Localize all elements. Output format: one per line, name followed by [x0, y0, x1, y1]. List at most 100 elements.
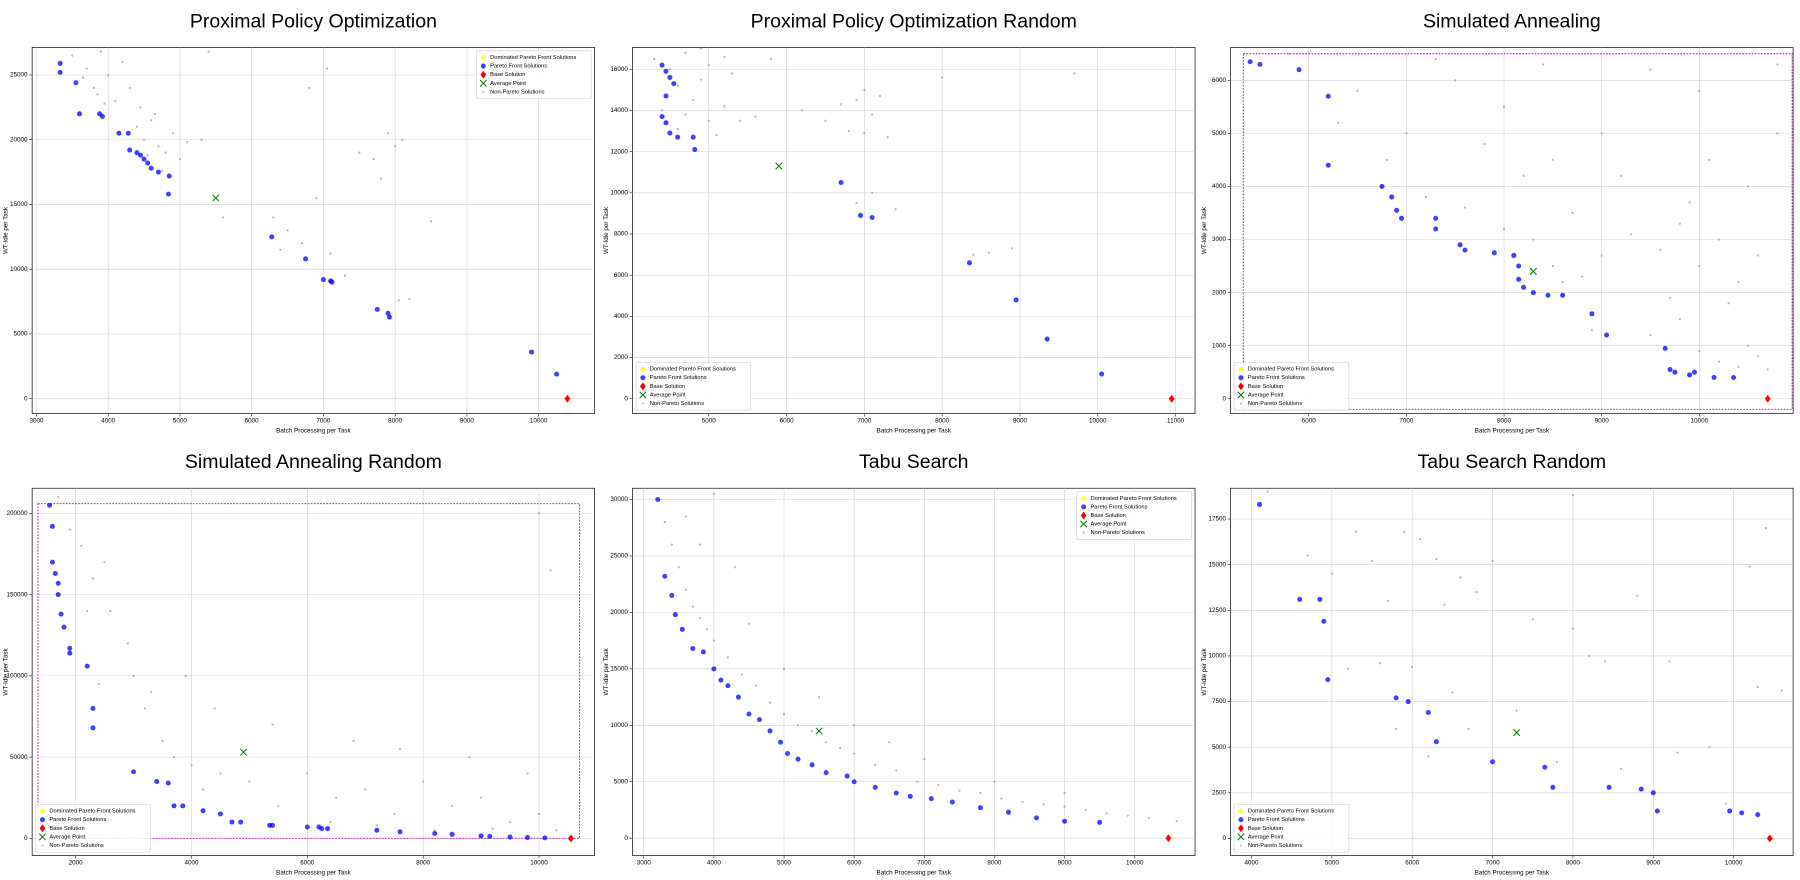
pareto-point: [1711, 374, 1717, 381]
y-tick-label: 5000: [614, 778, 629, 785]
pareto-point: [1560, 292, 1566, 298]
x-tick-label: 10000: [1089, 418, 1107, 425]
y-tick-label: 20000: [610, 609, 628, 616]
x-tick-label: 4000: [707, 860, 722, 867]
non-pareto-point: [1451, 691, 1454, 694]
pareto-point: [57, 69, 63, 75]
non-pareto-point: [1378, 662, 1382, 665]
non-pareto-point: [1603, 660, 1607, 663]
pareto-point: [554, 371, 560, 377]
non-pareto-point: [1571, 211, 1574, 215]
pareto-point: [1379, 183, 1385, 189]
non-pareto-point: [653, 57, 656, 61]
non-pareto-point: [172, 755, 176, 759]
non-pareto-point: [149, 690, 153, 694]
non-pareto-point: [747, 622, 751, 625]
legend-box: [1233, 362, 1350, 411]
average-point: [240, 748, 248, 756]
pareto-point: [746, 711, 752, 717]
non-pareto-point: [81, 76, 85, 79]
pareto-point: [385, 310, 391, 316]
pareto-point: [528, 349, 535, 355]
legend-marker: [1081, 495, 1087, 501]
non-pareto-point: [85, 67, 88, 70]
non-pareto-point: [92, 86, 95, 90]
y-tick-label: 14000: [610, 107, 628, 114]
pareto-point: [76, 111, 83, 117]
y-tick-label: 0: [1223, 835, 1227, 842]
pareto-point: [154, 778, 160, 784]
non-pareto-point: [1463, 206, 1467, 209]
non-pareto-point: [782, 667, 786, 670]
pareto-point: [1521, 284, 1527, 290]
non-pareto-point: [670, 543, 673, 546]
plot-area: [632, 47, 1196, 414]
legend-marker: [482, 90, 485, 93]
non-pareto-point: [668, 68, 672, 71]
non-pareto-point: [126, 642, 129, 645]
legend-label: Base Solution: [1248, 826, 1283, 832]
non-pareto-point: [91, 577, 95, 580]
non-pareto-point: [372, 158, 375, 161]
pareto-point: [304, 824, 310, 830]
non-pareto-point: [375, 824, 378, 827]
x-tick-label: 9000: [1595, 418, 1610, 425]
chart-panel: Proximal Policy Optimization Batch Proces…: [2, 10, 595, 434]
non-pareto-point: [555, 829, 558, 832]
non-pareto-point: [782, 712, 786, 716]
non-pareto-point: [1717, 238, 1721, 241]
legend-label: Average Point: [650, 392, 686, 398]
pareto-point: [180, 803, 186, 809]
x-tick-label: 7000: [917, 860, 932, 867]
non-pareto-point: [698, 616, 702, 620]
pareto-point: [1727, 808, 1733, 814]
x-tick-label: 9000: [1646, 860, 1661, 867]
non-pareto-point: [863, 88, 866, 91]
non-pareto-point: [71, 54, 74, 57]
pareto-point: [46, 502, 53, 508]
non-pareto-point: [1000, 797, 1003, 800]
non-pareto-point: [1748, 565, 1751, 568]
pareto-point: [1394, 207, 1400, 213]
average-point: [212, 194, 220, 202]
non-pareto-point: [705, 628, 709, 631]
pareto-point: [374, 306, 380, 312]
non-pareto-point: [1600, 254, 1603, 257]
non-pareto-point: [1386, 600, 1390, 603]
pareto-point: [844, 773, 850, 779]
base-solution: [1766, 834, 1773, 843]
non-pareto-point: [379, 177, 382, 180]
non-pareto-point: [1424, 195, 1428, 199]
y-tick-label: 7500: [1212, 698, 1227, 705]
x-tick-label: 10000: [530, 418, 548, 425]
pareto-point: [320, 277, 326, 283]
non-pareto-point: [1776, 132, 1779, 135]
x-tick-label: 9000: [1058, 860, 1073, 867]
y-tick-label: 12000: [610, 148, 628, 155]
pareto-point: [1755, 812, 1761, 818]
pareto-point: [1297, 596, 1303, 602]
legend-label: Dominated Pareto Front Solutions: [490, 55, 576, 61]
pareto-point: [55, 592, 61, 598]
non-pareto-point: [221, 216, 225, 219]
x-tick-label: 3000: [29, 418, 44, 425]
non-pareto-point: [1668, 660, 1671, 663]
chart-title: Proximal Policy Optimization: [190, 10, 437, 32]
y-tick-label: 0: [624, 835, 628, 842]
non-pareto-point: [1147, 816, 1150, 820]
pareto-point: [1405, 699, 1411, 705]
pareto-point: [1672, 369, 1678, 375]
non-pareto-point: [853, 724, 856, 727]
legend-label: Dominated Pareto Front Solutions: [650, 367, 736, 373]
y-tick-label: 100000: [7, 673, 29, 680]
pareto-point: [662, 573, 668, 579]
pareto-point: [1062, 818, 1068, 824]
pareto-point: [928, 796, 934, 802]
legend-label: Pareto Front Solutions: [1248, 817, 1305, 823]
legend: Dominated Pareto Front Solutions Pareto F…: [1076, 491, 1192, 540]
pareto-point: [217, 811, 223, 817]
pareto-point: [1511, 252, 1517, 258]
non-pareto-point: [271, 723, 274, 726]
non-pareto-point: [1764, 527, 1767, 530]
pareto-point: [735, 694, 741, 700]
